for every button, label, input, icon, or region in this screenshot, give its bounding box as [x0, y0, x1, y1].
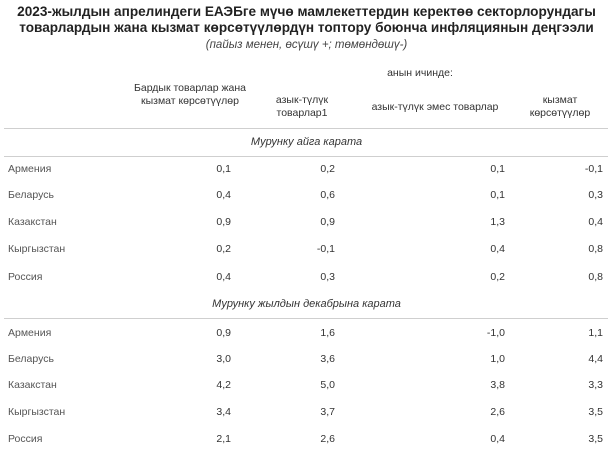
table-cell: 3,8: [490, 379, 505, 391]
table-row: Беларусь 0,4 0,6 0,1 0,3: [0, 186, 613, 206]
table-cell: 3,5: [588, 433, 603, 445]
table-row: Кыргызстан 3,4 3,7 2,6 3,5: [0, 403, 613, 423]
table-cell: 0,1: [490, 163, 505, 175]
table-cell: 4,2: [216, 379, 231, 391]
table-cell: 4,4: [588, 353, 603, 365]
table-cell: 0,4: [216, 271, 231, 283]
table-cell: 0,6: [320, 189, 335, 201]
header-non-food: азык-түлүк эмес товарлар: [371, 101, 499, 113]
table-cell: 0,4: [216, 189, 231, 201]
table-cell: 2,1: [216, 433, 231, 445]
table-row: Кыргызстан 0,2 -0,1 0,4 0,8: [0, 240, 613, 260]
country-name: Беларусь: [8, 353, 54, 365]
table-cell: 3,4: [216, 406, 231, 418]
table-cell: 3,0: [216, 353, 231, 365]
table-cell: -1,0: [486, 327, 505, 339]
table-row: Казакстан 0,9 0,9 1,3 0,4: [0, 213, 613, 233]
section-label: Мурунку жылдын декабрына карата: [212, 298, 401, 310]
table-cell: 0,3: [320, 271, 335, 283]
table-row: Беларусь 3,0 3,6 1,0 4,4: [0, 350, 613, 370]
table-cell: 2,6: [490, 406, 505, 418]
table-row: Армения 0,9 1,6 -1,0 1,1: [0, 324, 613, 344]
header-divider: [4, 128, 608, 129]
table-cell: 0,4: [490, 243, 505, 255]
country-name: Казакстан: [8, 216, 57, 228]
table-cell: 3,3: [588, 379, 603, 391]
header-all-goods: Бардык товарлар жана кызмат көрсөтүүлөр: [133, 82, 247, 107]
country-name: Кыргызстан: [8, 243, 66, 255]
table-cell: 5,0: [320, 379, 335, 391]
table-cell: 0,1: [216, 163, 231, 175]
table-cell: 0,2: [490, 271, 505, 283]
header-in-it: анын ичинде:: [387, 67, 453, 79]
table-cell: 3,5: [588, 406, 603, 418]
table-cell: 0,3: [588, 189, 603, 201]
table-cell: -0,1: [316, 243, 335, 255]
table-cell: 0,2: [320, 163, 335, 175]
table-row: Армения 0,1 0,2 0,1 -0,1: [0, 160, 613, 180]
country-name: Армения: [8, 163, 52, 175]
table-cell: 0,8: [588, 243, 603, 255]
table-cell: 0,9: [216, 327, 231, 339]
country-name: Россия: [8, 433, 43, 445]
table-cell: 0,4: [490, 433, 505, 445]
table-row: Казакстан 4,2 5,0 3,8 3,3: [0, 376, 613, 396]
table-cell: 3,6: [320, 353, 335, 365]
country-name: Кыргызстан: [8, 406, 66, 418]
section-divider: [4, 156, 608, 157]
table-cell: 1,3: [490, 216, 505, 228]
section-label: Мурунку айга карата: [250, 136, 363, 148]
header-services: кызмат көрсөтүүлөр: [529, 94, 591, 119]
table-row: Россия 0,4 0,3 0,2 0,8: [0, 268, 613, 288]
country-name: Казакстан: [8, 379, 57, 391]
table-cell: 0,9: [216, 216, 231, 228]
table-cell: 0,8: [588, 271, 603, 283]
country-name: Россия: [8, 271, 43, 283]
table-cell: 0,4: [588, 216, 603, 228]
table-cell: 0,1: [490, 189, 505, 201]
table-cell: 2,6: [320, 433, 335, 445]
table-cell: -0,1: [584, 163, 603, 175]
page-title: 2023-жылдын апрелиндеги ЕАЭБге мүчө мамл…: [17, 4, 596, 35]
country-name: Армения: [8, 327, 52, 339]
table-cell: 1,1: [588, 327, 603, 339]
page-subtitle: (пайыз менен, өсүшү +; төмөндөшү-): [205, 39, 408, 51]
section-divider: [4, 318, 608, 319]
table-cell: 1,6: [320, 327, 335, 339]
country-name: Беларусь: [8, 189, 54, 201]
table-row: Россия 2,1 2,6 0,4 3,5: [0, 430, 613, 450]
table-cell: 3,7: [320, 406, 335, 418]
table-cell: 0,9: [320, 216, 335, 228]
table-cell: 0,2: [216, 243, 231, 255]
header-food: азык-түлүк товарлар1: [275, 94, 329, 119]
table-cell: 1,0: [490, 353, 505, 365]
